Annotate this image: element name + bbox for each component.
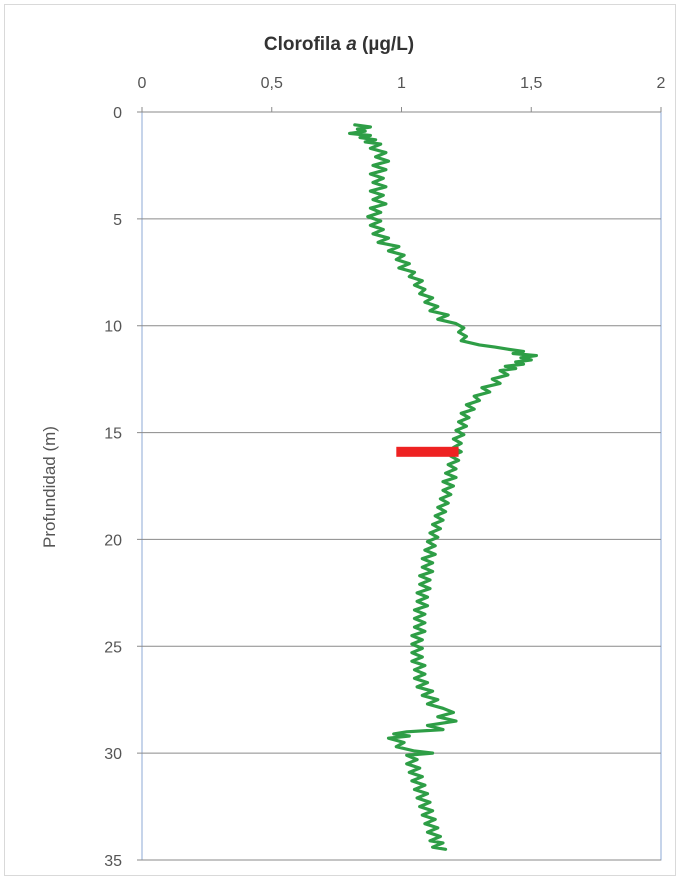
chart-title-italic: a	[346, 34, 357, 55]
y-tick-label: 15	[104, 426, 122, 443]
chart-title-suffix: (µg/L)	[357, 34, 414, 55]
x-tick-label: 0,5	[261, 75, 283, 92]
x-tick-label: 0	[138, 75, 147, 92]
chart-title: Clorofila a (µg/L)	[264, 34, 414, 55]
y-tick-label: 35	[104, 853, 122, 870]
red-depth-marker	[396, 446, 459, 457]
y-tick-label: 25	[104, 639, 122, 656]
chart-title-prefix: Clorofila	[264, 34, 346, 55]
tick-layer: 0 5 10 15 20 25 30 35 0 0,5 1 1,5 2	[104, 75, 665, 870]
chart-frame	[4, 4, 676, 876]
series-layer	[348, 123, 539, 851]
chlorophyll-series-line	[348, 123, 539, 851]
y-tick-label: 0	[113, 105, 122, 122]
grid-layer	[137, 107, 662, 861]
marker-layer	[396, 446, 459, 457]
x-tick-label: 2	[657, 75, 666, 92]
y-axis-label: Profundidad (m)	[40, 426, 59, 548]
x-tick-label: 1,5	[520, 75, 542, 92]
y-tick-label: 5	[113, 212, 122, 229]
y-tick-label: 30	[104, 746, 122, 763]
x-tick-label: 1	[397, 75, 406, 92]
y-tick-label: 20	[104, 532, 122, 549]
y-tick-label: 10	[104, 319, 122, 336]
